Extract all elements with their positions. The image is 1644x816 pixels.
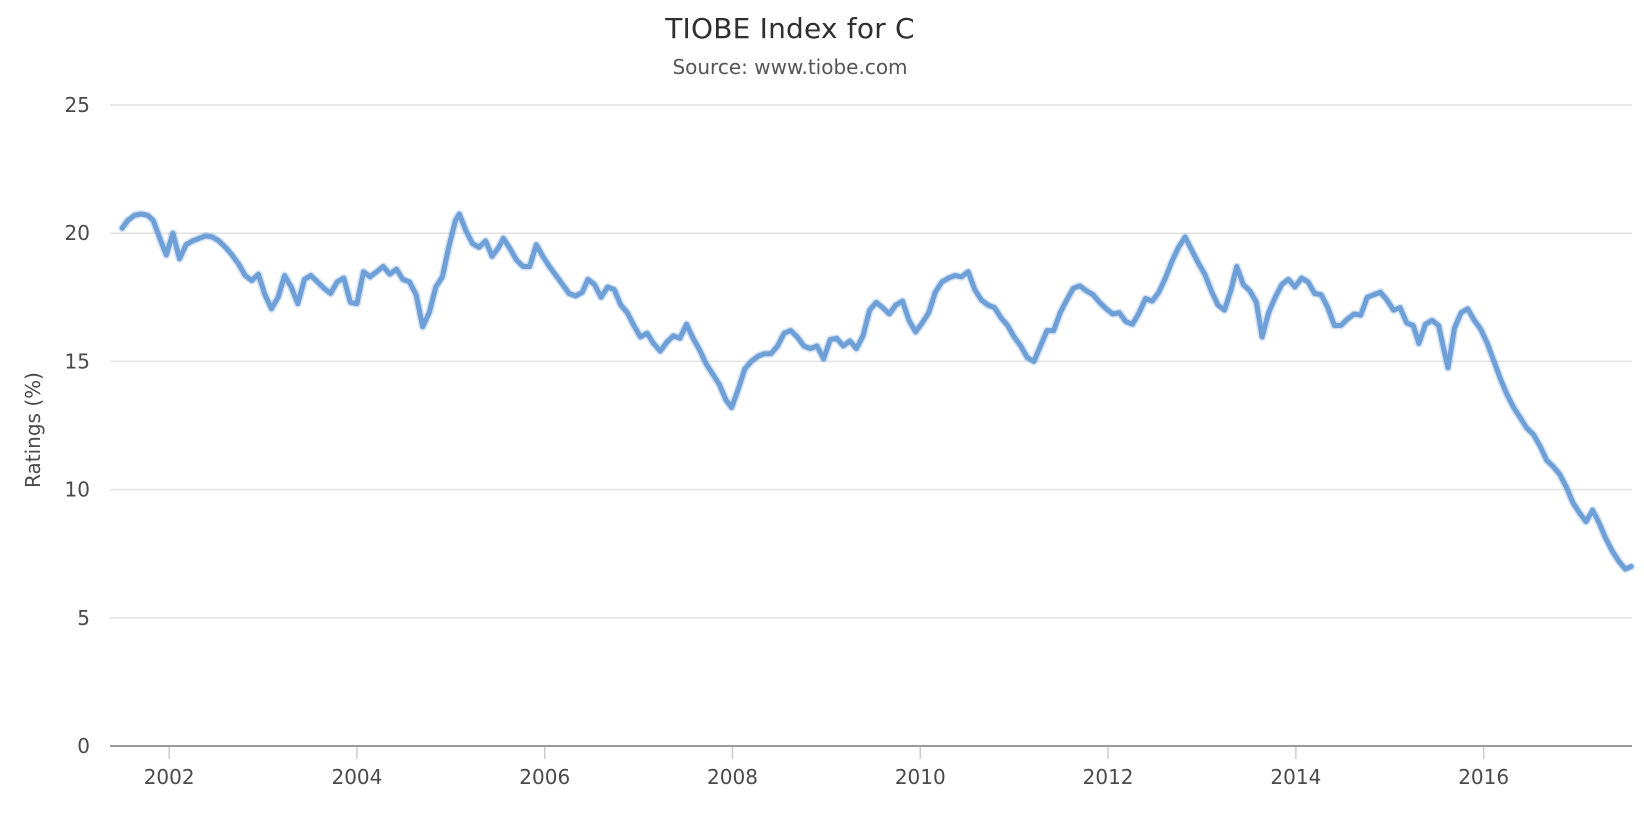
y-tick-label: 0: [77, 734, 90, 758]
x-tick-label: 2008: [707, 765, 758, 789]
y-tick-label: 15: [65, 349, 90, 373]
x-tick-label: 2010: [895, 765, 946, 789]
chart-subtitle: Source: www.tiobe.com: [672, 55, 908, 79]
y-tick-label: 5: [77, 606, 90, 630]
x-tick-label: 2002: [144, 765, 195, 789]
y-tick-label: 10: [65, 478, 90, 502]
x-tick-label: 2016: [1458, 765, 1509, 789]
x-tick-label: 2014: [1270, 765, 1321, 789]
x-tick-label: 2006: [519, 765, 570, 789]
chart-title: TIOBE Index for C: [665, 12, 915, 45]
y-tick-label: 25: [65, 93, 90, 117]
y-tick-label: 20: [65, 221, 90, 245]
series-line-c: [119, 211, 1634, 572]
y-axis-title: Ratings (%): [21, 372, 45, 488]
series-line-halo-c: [118, 210, 1636, 574]
x-tick-label: 2012: [1083, 765, 1134, 789]
x-tick-label: 2004: [331, 765, 382, 789]
